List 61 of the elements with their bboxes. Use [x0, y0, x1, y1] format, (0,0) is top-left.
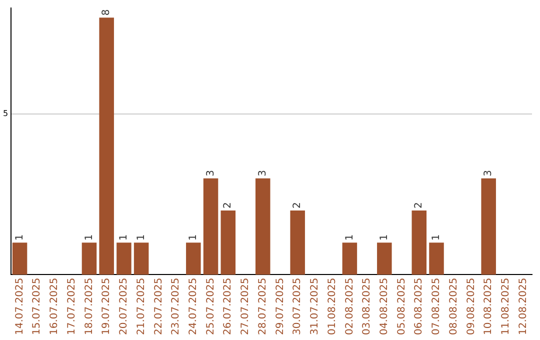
x-tick-label: 11.08.2025: [500, 278, 512, 336]
data-label: 1: [136, 234, 147, 241]
x-tick-label: 24.07.2025: [188, 278, 199, 336]
x-tick-label: 20.07.2025: [118, 278, 130, 336]
x-tick-label: 21.07.2025: [136, 278, 147, 336]
bar: [429, 242, 444, 275]
x-tick-label: 26.07.2025: [222, 278, 234, 336]
bar: [186, 242, 201, 275]
x-tick-label: 28.07.2025: [257, 278, 268, 336]
data-label: 1: [118, 234, 130, 241]
x-tick-label: 19.07.2025: [101, 278, 112, 336]
data-label: 1: [188, 234, 199, 241]
bar: [220, 210, 236, 275]
bar: [412, 210, 427, 275]
data-label: 8: [101, 9, 112, 16]
x-tick-label: 12.08.2025: [518, 278, 529, 336]
y-tick-label: 5: [2, 109, 8, 118]
x-tick-label: 15.07.2025: [32, 278, 43, 336]
bar: [290, 210, 305, 275]
data-label: 1: [431, 234, 442, 241]
x-tick-label: 14.07.2025: [14, 278, 26, 336]
data-label: 2: [292, 202, 304, 208]
x-tick-label: 08.08.2025: [448, 278, 460, 336]
data-label: 2: [414, 202, 425, 208]
data-label: 1: [344, 234, 356, 241]
x-tick-label: 04.08.2025: [379, 278, 390, 336]
x-tick-label: 29.07.2025: [274, 278, 286, 336]
data-label: 2: [222, 202, 234, 208]
x-tick-label: 17.07.2025: [66, 278, 78, 336]
bar: [255, 178, 270, 275]
bar: [12, 242, 28, 275]
x-tick-label: 01.08.2025: [326, 278, 338, 336]
x-tick-label: 10.08.2025: [483, 278, 494, 336]
x-tick-label: 27.07.2025: [240, 278, 252, 336]
bar: [377, 242, 392, 275]
x-tick-label: 03.08.2025: [362, 278, 373, 336]
data-label: 1: [379, 234, 390, 241]
x-tick-label: 07.08.2025: [431, 278, 442, 336]
x-tick-label: 31.07.2025: [310, 278, 321, 336]
x-tick-label: 18.07.2025: [84, 278, 95, 336]
x-tick-label: 22.07.2025: [153, 278, 164, 336]
x-tick-label: 30.07.2025: [292, 278, 304, 336]
data-label: 1: [84, 234, 95, 241]
x-tick-label: 16.07.2025: [49, 278, 60, 336]
bar: [116, 242, 132, 275]
data-label: 1: [14, 234, 26, 241]
x-tick-label: 06.08.2025: [414, 278, 425, 336]
data-label: 3: [205, 170, 216, 176]
x-tick-label: 25.07.2025: [205, 278, 216, 336]
bar: [481, 178, 496, 275]
bar: [99, 18, 114, 275]
bar: [82, 242, 97, 275]
data-label: 3: [483, 170, 494, 176]
x-tick-label: 02.08.2025: [344, 278, 356, 336]
x-tick-label: 05.08.2025: [396, 278, 408, 336]
x-tick-label: 09.08.2025: [466, 278, 477, 336]
x-tick-label: 23.07.2025: [170, 278, 182, 336]
data-label: 3: [257, 170, 268, 176]
bar: [203, 178, 218, 275]
bar: [134, 242, 149, 275]
bar: [342, 242, 358, 275]
